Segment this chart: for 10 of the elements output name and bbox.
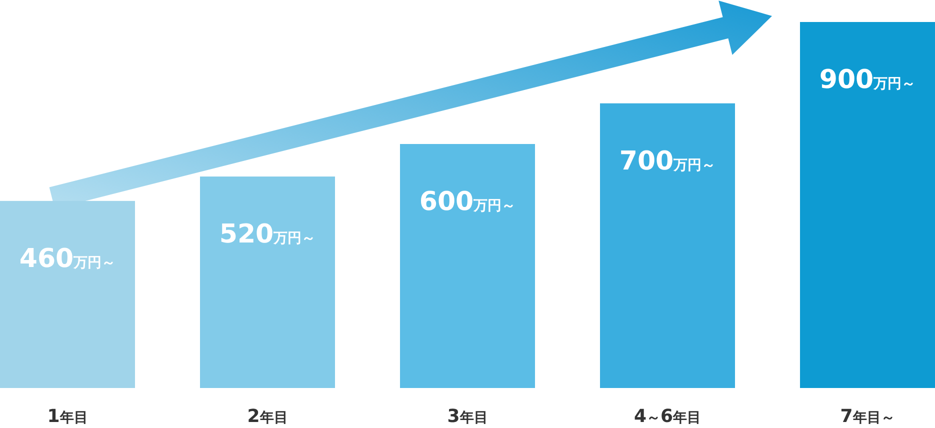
x-tick-label: 4～6年目	[634, 406, 702, 427]
data-label: 700万円～	[619, 146, 716, 176]
data-label: 520万円～	[219, 220, 316, 250]
x-tick-label: 3年目	[447, 406, 488, 427]
x-tick-label: 7年目～	[840, 406, 895, 427]
data-label: 600万円～	[419, 187, 516, 217]
x-tick-label: 2年目	[247, 406, 288, 427]
x-tick-label: 1年目	[47, 406, 88, 427]
data-label: 900万円～	[819, 65, 916, 95]
data-label: 460万円～	[19, 244, 116, 274]
